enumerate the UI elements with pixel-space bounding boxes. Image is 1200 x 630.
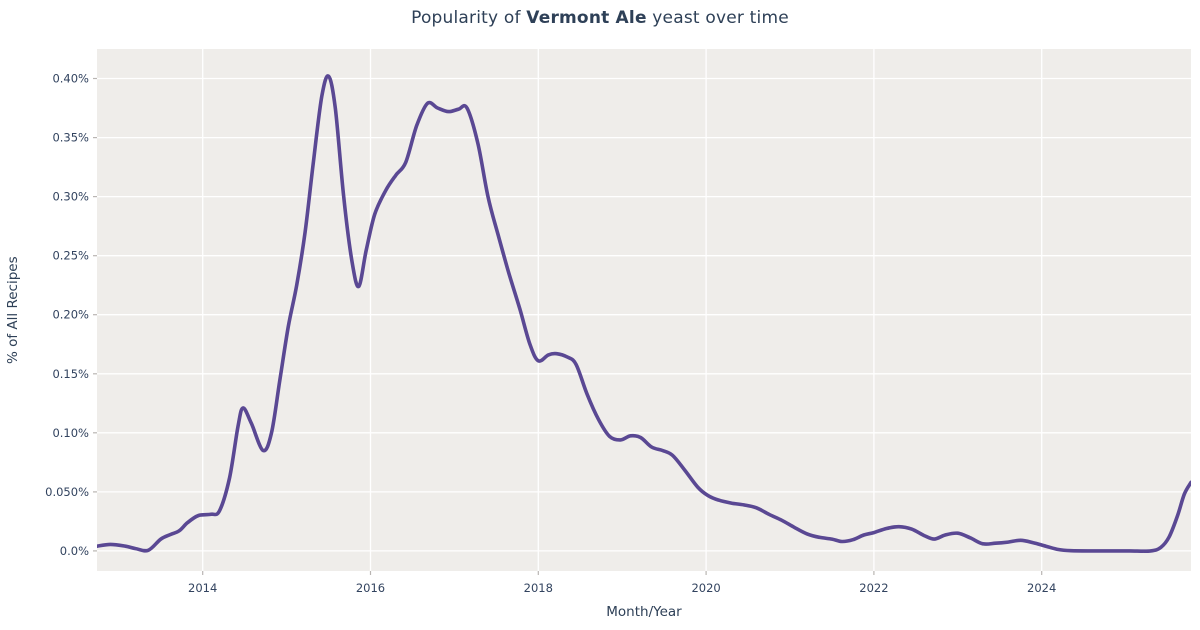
y-tick-label: 0.35% <box>52 131 89 145</box>
y-tick-label: 0.30% <box>52 190 89 204</box>
y-tick-label: 0.050% <box>45 485 89 499</box>
y-tick-label: 0.20% <box>52 308 89 322</box>
y-tick-label: 0.10% <box>52 426 89 440</box>
plot-background <box>97 49 1191 571</box>
chart-title-highlight: Vermont Ale <box>526 8 647 28</box>
y-tick-label: 0.40% <box>52 72 89 86</box>
x-tick-label: 2018 <box>524 581 553 595</box>
x-tick-label: 2024 <box>1027 581 1056 595</box>
y-tick-label: 0.25% <box>52 249 89 263</box>
x-tick-label: 2020 <box>691 581 720 595</box>
x-tick-label: 2014 <box>188 581 217 595</box>
chart-title-suffix: yeast over time <box>646 8 789 28</box>
chart-title: Popularity of Vermont Ale yeast over tim… <box>0 8 1200 28</box>
chart-title-prefix: Popularity of <box>411 8 527 28</box>
y-tick-label: 0.0% <box>60 544 89 558</box>
x-tick-label: 2016 <box>356 581 385 595</box>
y-tick-label: 0.15% <box>52 367 89 381</box>
x-axis-label: Month/Year <box>606 604 682 620</box>
y-axis-label: % of All Recipes <box>5 256 21 364</box>
x-tick-label: 2022 <box>859 581 888 595</box>
series-line-vermont-ale <box>97 74 1191 553</box>
